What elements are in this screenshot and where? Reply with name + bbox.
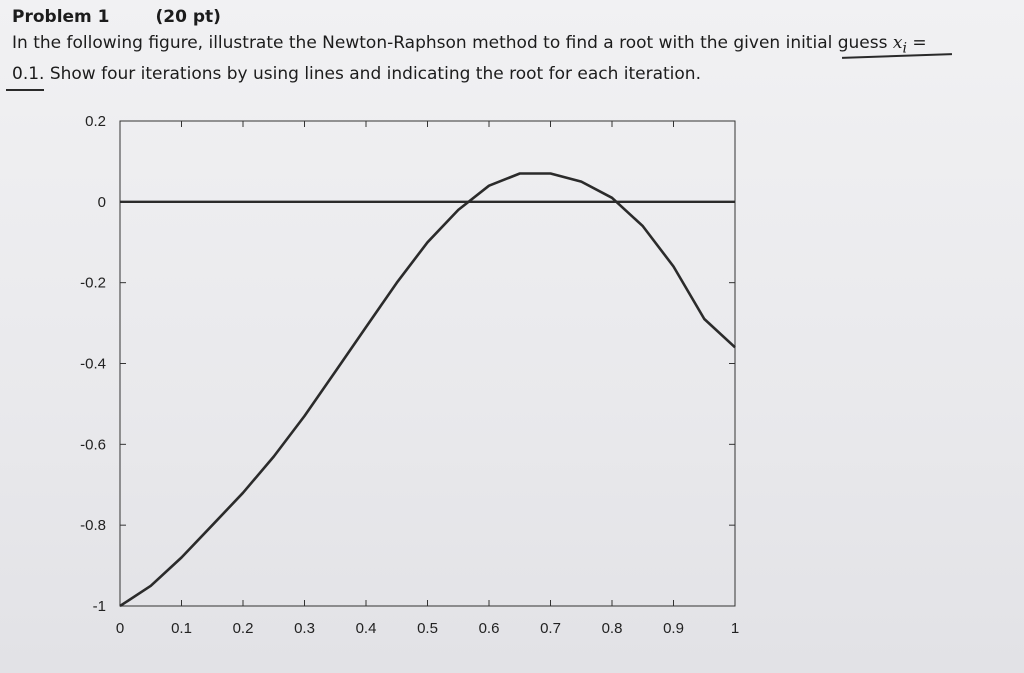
y-tick-label: -0.8 bbox=[80, 517, 106, 534]
x-tick-label: 0.6 bbox=[479, 620, 500, 637]
x-tick-label: 1 bbox=[731, 620, 739, 637]
x-tick-label: 0.5 bbox=[417, 620, 438, 637]
y-tick-label: -0.4 bbox=[80, 356, 106, 373]
y-tick-label: 0.2 bbox=[85, 113, 106, 130]
problem-line-2: 0.1. Show four iterations by using lines… bbox=[12, 61, 1012, 87]
function-curve bbox=[119, 172, 736, 608]
problem-header: Problem 1 (20 pt) bbox=[12, 4, 1012, 30]
variable-base: x bbox=[892, 33, 903, 53]
x-tick-label: 0.9 bbox=[663, 620, 684, 637]
equals-sign: = bbox=[912, 33, 927, 53]
y-tick-label: -1 bbox=[93, 598, 106, 615]
x-tick-label: 0.8 bbox=[602, 620, 623, 637]
plot-frame bbox=[119, 120, 736, 607]
problem-points: (20 pt) bbox=[155, 7, 221, 27]
x-tick-label: 0.4 bbox=[356, 620, 377, 637]
problem-line-1: In the following figure, illustrate the … bbox=[12, 30, 1012, 61]
x-tick-label: 0.7 bbox=[540, 620, 561, 637]
initial-guess-variable: xi bbox=[892, 33, 908, 57]
problem-title: Problem 1 bbox=[12, 7, 110, 27]
handwritten-underline-left bbox=[6, 89, 44, 91]
problem-line-1-text: In the following figure, illustrate the … bbox=[12, 33, 888, 53]
problem-statement: Problem 1 (20 pt) In the following figure… bbox=[12, 4, 1012, 87]
y-tick-label: -0.6 bbox=[80, 436, 106, 453]
problem-line-2-text: 0.1. Show four iterations by using lines… bbox=[12, 64, 701, 85]
variable-subscript: i bbox=[902, 40, 908, 57]
y-tick-label: -0.2 bbox=[80, 275, 106, 292]
x-tick-label: 0 bbox=[116, 620, 124, 637]
x-tick-label: 0.1 bbox=[171, 620, 192, 637]
x-tick-label: 0.2 bbox=[233, 620, 254, 637]
x-tick-label: 0.3 bbox=[294, 620, 315, 637]
y-tick-label: 0 bbox=[98, 194, 106, 211]
